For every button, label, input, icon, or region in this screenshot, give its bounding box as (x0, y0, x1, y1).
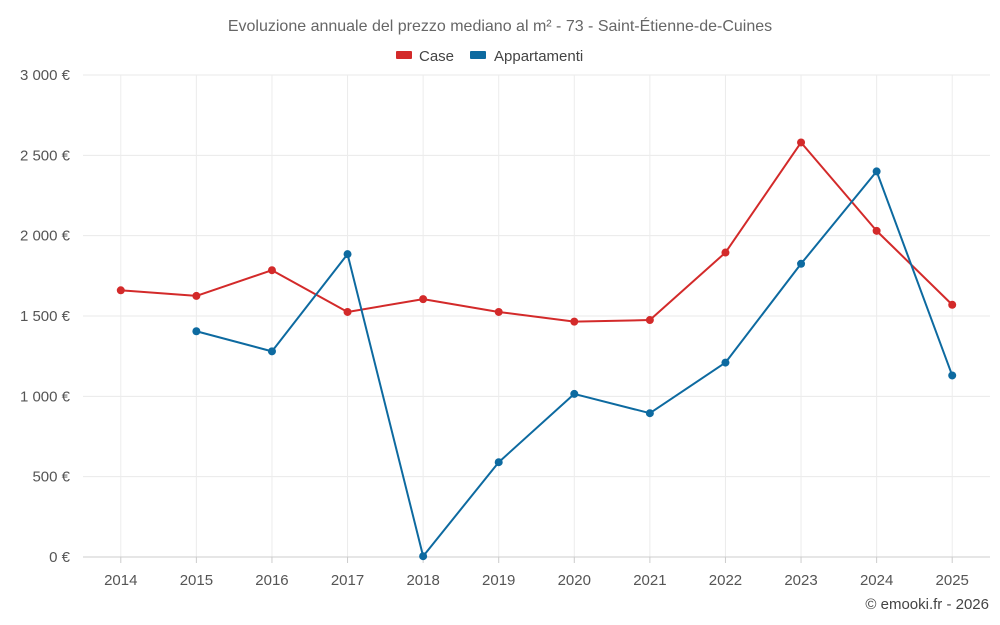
data-point-appartamenti-2019[interactable] (494, 458, 503, 467)
legend-item-case[interactable]: Case (396, 48, 454, 65)
data-point-appartamenti-2024[interactable] (872, 167, 881, 176)
x-tick-label: 2018 (406, 572, 439, 589)
legend-label-appartamenti: Appartamenti (494, 48, 583, 65)
legend-label-case: Case (419, 48, 454, 65)
legend-swatch-case (396, 51, 412, 59)
data-point-case-2018[interactable] (419, 295, 428, 304)
data-point-case-2019[interactable] (494, 307, 503, 316)
x-tick-label: 2016 (255, 572, 288, 589)
x-tick-label: 2014 (104, 572, 137, 589)
credit-text: © emooki.fr - 2026 (865, 596, 989, 613)
x-tick-label: 2023 (784, 572, 817, 589)
y-tick-label: 0 € (49, 549, 71, 566)
data-point-case-2025[interactable] (948, 300, 957, 309)
series-case (116, 138, 957, 326)
legend: Case Appartamenti (396, 48, 583, 65)
data-point-appartamenti-2022[interactable] (721, 358, 730, 367)
data-point-case-2017[interactable] (343, 307, 352, 316)
series-appartamenti (192, 167, 957, 561)
x-axis: 2014 2015 2016 2017 2018 2019 2020 2021 2022 2023… (83, 556, 990, 589)
data-point-case-2014[interactable] (116, 286, 125, 295)
data-point-appartamenti-2023[interactable] (797, 259, 806, 268)
x-tick-label: 2025 (936, 572, 969, 589)
y-axis: 0 € 500 € 1 000 € 1 500 € 2 000 € 2 500 € 3 00… (20, 67, 71, 566)
grid (83, 74, 990, 557)
y-tick-label: 1 000 € (20, 388, 71, 405)
data-point-appartamenti-2018[interactable] (419, 552, 428, 561)
data-point-case-2024[interactable] (872, 226, 881, 235)
y-tick-label: 2 000 € (20, 228, 71, 245)
data-point-case-2015[interactable] (192, 291, 201, 300)
data-point-appartamenti-2016[interactable] (267, 347, 276, 356)
x-tick-label: 2015 (180, 572, 213, 589)
legend-swatch-appartamenti (470, 51, 486, 59)
legend-item-appartamenti[interactable]: Appartamenti (470, 48, 583, 65)
data-point-case-2022[interactable] (721, 248, 730, 257)
data-point-case-2021[interactable] (645, 316, 654, 325)
y-tick-label: 3 000 € (20, 67, 71, 84)
data-point-case-2023[interactable] (797, 138, 806, 147)
y-tick-label: 500 € (32, 469, 70, 486)
data-point-appartamenti-2020[interactable] (570, 389, 579, 398)
x-tick-label: 2020 (558, 572, 591, 589)
x-tick-label: 2024 (860, 572, 893, 589)
series-line-case (119, 141, 954, 323)
data-point-appartamenti-2021[interactable] (645, 409, 654, 418)
y-tick-label: 1 500 € (20, 308, 71, 325)
chart-title: Evoluzione annuale del prezzo mediano al… (228, 16, 772, 35)
x-tick-label: 2021 (633, 572, 666, 589)
x-tick-label: 2019 (482, 572, 515, 589)
x-tick-label: 2022 (709, 572, 742, 589)
series-layer (116, 138, 957, 561)
data-point-appartamenti-2015[interactable] (192, 327, 201, 336)
x-tick-label: 2017 (331, 572, 364, 589)
data-point-case-2020[interactable] (570, 317, 579, 326)
data-point-appartamenti-2025[interactable] (948, 371, 957, 380)
y-tick-label: 2 500 € (20, 147, 71, 164)
data-point-case-2016[interactable] (267, 266, 276, 275)
data-point-appartamenti-2017[interactable] (343, 250, 352, 259)
